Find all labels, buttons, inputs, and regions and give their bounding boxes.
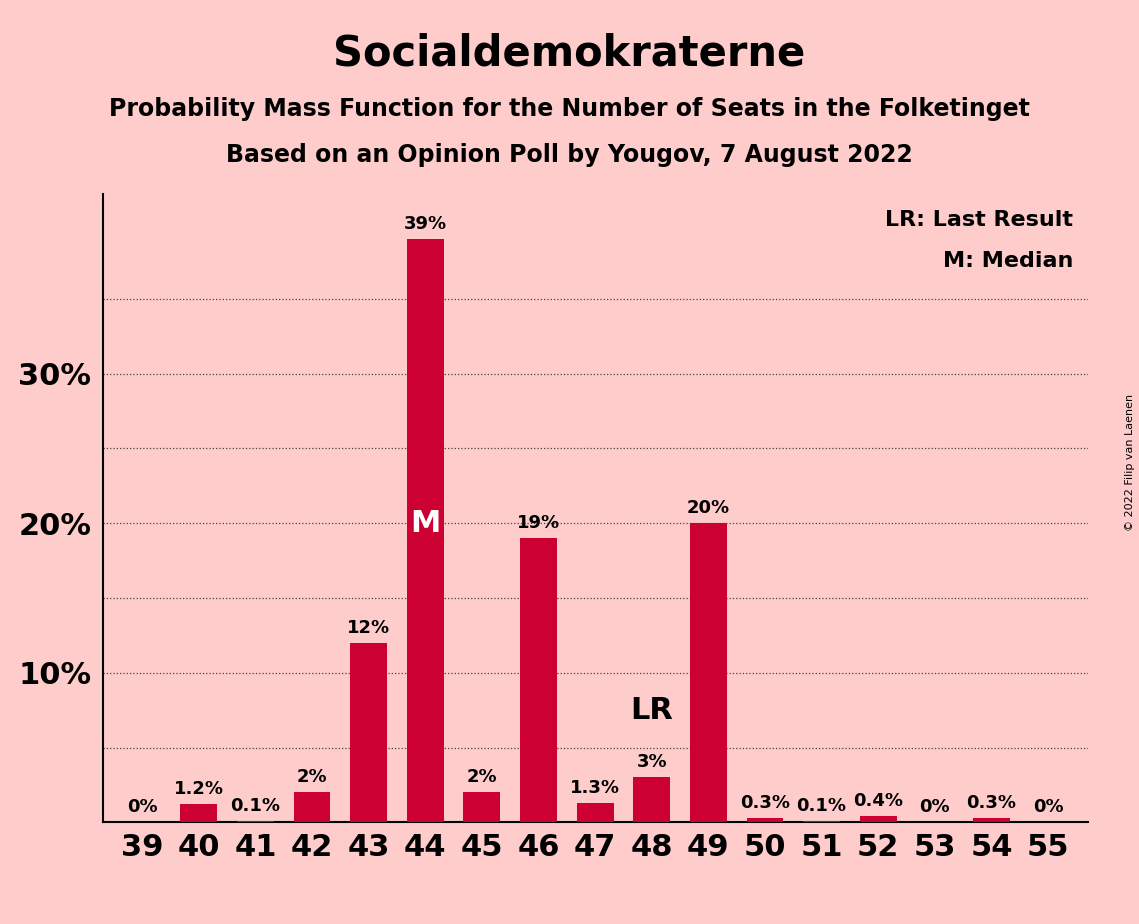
- Text: 1.3%: 1.3%: [571, 779, 620, 796]
- Bar: [350, 643, 387, 822]
- Bar: [407, 239, 444, 822]
- Text: Based on an Opinion Poll by Yougov, 7 August 2022: Based on an Opinion Poll by Yougov, 7 Au…: [227, 143, 912, 167]
- Text: 2%: 2%: [467, 769, 498, 786]
- Text: 0.1%: 0.1%: [230, 796, 280, 815]
- Bar: [860, 817, 896, 822]
- Bar: [803, 821, 841, 822]
- Text: 20%: 20%: [687, 499, 730, 517]
- Text: 39%: 39%: [403, 215, 446, 233]
- Text: 0%: 0%: [126, 798, 157, 817]
- Text: LR: LR: [630, 696, 673, 724]
- Text: 2%: 2%: [296, 769, 327, 786]
- Bar: [633, 777, 670, 822]
- Text: 0.3%: 0.3%: [740, 794, 790, 812]
- Bar: [746, 818, 784, 822]
- Text: 0.1%: 0.1%: [796, 796, 846, 815]
- Text: 0%: 0%: [1033, 798, 1064, 817]
- Text: M: Median: M: Median: [943, 250, 1073, 271]
- Text: 3%: 3%: [637, 753, 667, 772]
- Text: 19%: 19%: [517, 514, 560, 532]
- Text: 0%: 0%: [919, 798, 950, 817]
- Text: 0.4%: 0.4%: [853, 793, 903, 810]
- Text: 1.2%: 1.2%: [174, 781, 223, 798]
- Text: M: M: [410, 508, 441, 538]
- Bar: [237, 821, 273, 822]
- Text: 0.3%: 0.3%: [967, 794, 1016, 812]
- Bar: [464, 793, 500, 822]
- Bar: [973, 818, 1010, 822]
- Text: © 2022 Filip van Laenen: © 2022 Filip van Laenen: [1125, 394, 1134, 530]
- Bar: [294, 793, 330, 822]
- Text: Probability Mass Function for the Number of Seats in the Folketinget: Probability Mass Function for the Number…: [109, 97, 1030, 121]
- Text: Socialdemokraterne: Socialdemokraterne: [334, 32, 805, 74]
- Bar: [576, 803, 614, 822]
- Bar: [521, 538, 557, 822]
- Text: 12%: 12%: [347, 619, 391, 637]
- Bar: [180, 805, 218, 822]
- Text: LR: Last Result: LR: Last Result: [885, 210, 1073, 230]
- Bar: [690, 523, 727, 822]
